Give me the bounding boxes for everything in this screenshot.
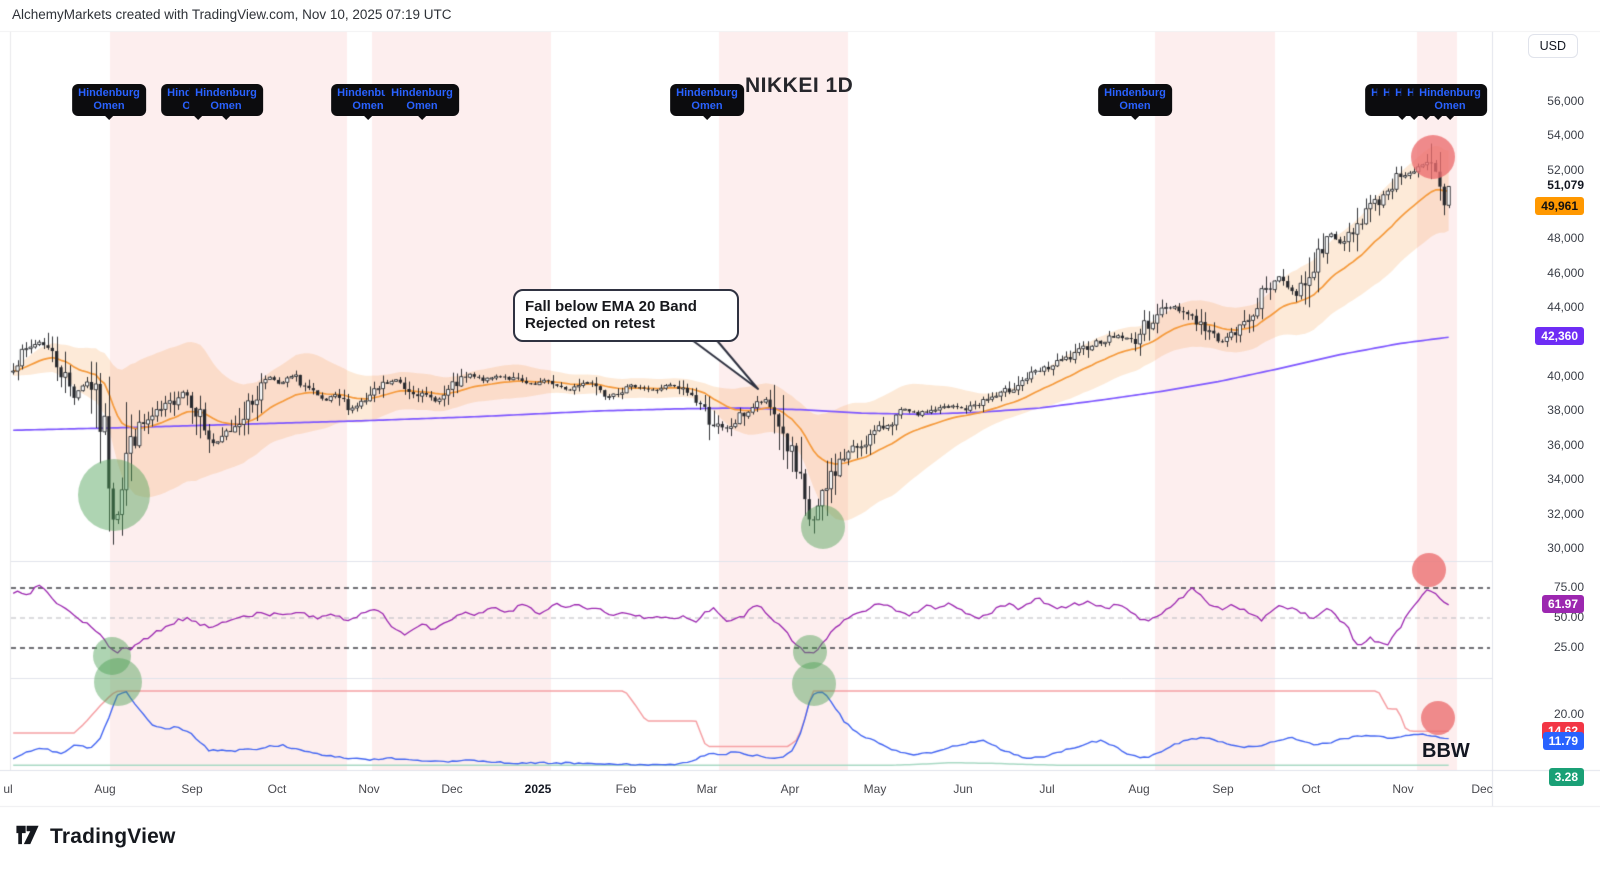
rsi-level-label: 25.00 (1553, 640, 1584, 654)
annotation-line-1: Fall below EMA 20 Band (525, 298, 697, 315)
time-tick-label: Oct (1301, 782, 1321, 796)
time-tick-label: Jul (1039, 782, 1055, 796)
time-tick-label: Aug (1128, 782, 1150, 796)
price-tick-label: 44,000 (1547, 300, 1584, 315)
bbw-green-value-badge: 3.28 (1548, 768, 1584, 786)
time-tick-label: Apr (780, 782, 800, 796)
price-tick-label: 48,000 (1547, 231, 1584, 246)
last-price-label: 51,079 (1547, 178, 1584, 193)
currency-button[interactable]: USD (1527, 34, 1578, 58)
time-tick-label: Oct (267, 782, 287, 796)
time-tick-label: Sep (181, 782, 203, 796)
price-tick-label: 46,000 (1547, 265, 1584, 280)
bbw-tick-label: 20.00 (1553, 707, 1584, 721)
tradingview-logo: TradingView (14, 822, 176, 851)
time-tick-label: Dec (1471, 782, 1493, 796)
tradingview-logo-icon (14, 822, 41, 851)
rsi-level-label: 50.00 (1553, 610, 1584, 624)
time-tick-label: Sep (1212, 782, 1234, 796)
time-tick-label: May (863, 782, 887, 796)
price-tick-label: 30,000 (1547, 541, 1584, 555)
time-tick-label: Nov (1392, 782, 1414, 796)
price-tick-label: 36,000 (1547, 437, 1584, 452)
time-tick-label: 2025 (524, 782, 552, 796)
ema20-price-badge: 49,961 (1535, 196, 1584, 215)
time-tick-label: Mar (696, 782, 718, 796)
annotation-line-2: Rejected on retest (525, 315, 656, 333)
time-tick-label: Dec (441, 782, 463, 796)
time-tick-label: Jun (953, 782, 973, 796)
time-tick-label: Feb (615, 782, 637, 796)
time-tick-label: Aug (94, 782, 116, 796)
ema200-price-badge: 42,360 (1535, 327, 1584, 346)
bbw-blue-value-badge: 11.79 (1542, 731, 1584, 750)
time-tick-label: Nov (358, 782, 380, 796)
chart-title: NIKKEI 1D (745, 74, 854, 97)
price-tick-label: 32,000 (1547, 506, 1584, 521)
rsi-level-label: 75.00 (1553, 580, 1584, 594)
price-tick-label: 40,000 (1547, 369, 1584, 383)
tradingview-logo-text: TradingView (50, 824, 176, 848)
annotation-bubble[interactable]: Fall below EMA 20 Band Rejected on retes… (513, 289, 739, 342)
price-tick-label: 54,000 (1547, 128, 1584, 143)
price-tick-label: 38,000 (1547, 403, 1584, 418)
rsi-value-badge: 61.97 (1541, 594, 1584, 613)
price-tick-label: 52,000 (1547, 162, 1584, 177)
bbw-indicator-label: BBW (1422, 740, 1470, 762)
price-tick-label: 56,000 (1547, 93, 1584, 108)
price-tick-label: 34,000 (1547, 472, 1584, 487)
time-tick-label: ul (3, 782, 13, 796)
